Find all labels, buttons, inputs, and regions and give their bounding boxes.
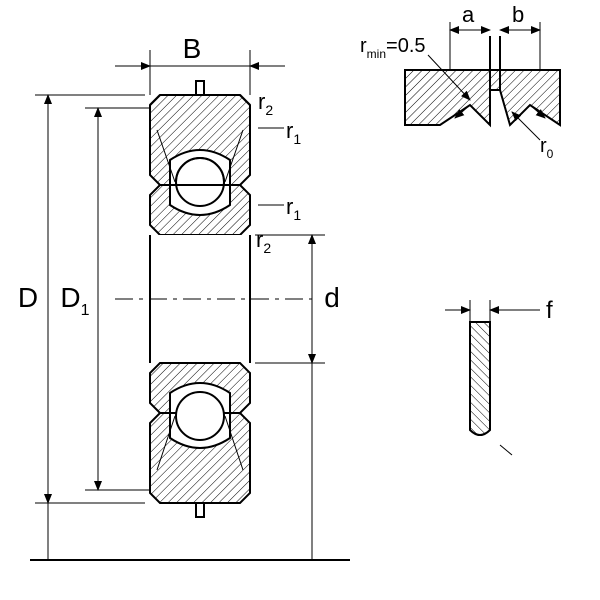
detail-snap-ring: f <box>445 297 553 455</box>
label-r2-top: r2 <box>258 89 273 118</box>
label-r1-top: r1 <box>258 118 301 147</box>
detail-groove: a b rmin=0.5 r0 <box>360 2 560 161</box>
label-D1: D1 <box>60 282 89 319</box>
svg-text:r1: r1 <box>286 118 301 147</box>
svg-text:r2: r2 <box>258 89 273 118</box>
label-b: b <box>512 2 524 27</box>
label-a: a <box>462 2 475 27</box>
snap-ring-stud-bottom <box>196 503 204 517</box>
label-B: B <box>183 33 202 64</box>
label-d: d <box>324 282 340 313</box>
dim-D1: D1 <box>60 108 150 490</box>
svg-text:r2: r2 <box>256 227 271 256</box>
svg-text:r1: r1 <box>286 194 301 223</box>
main-cross-section <box>115 81 312 517</box>
snap-ring-stud-top <box>196 81 204 95</box>
label-r1-bottom: r1 <box>258 194 301 223</box>
label-D: D <box>18 282 38 313</box>
label-r2-bottom: r2 <box>256 227 271 256</box>
label-f: f <box>546 297 553 324</box>
label-rmin: rmin=0.5 <box>360 35 426 61</box>
label-r0: r0 <box>540 135 554 161</box>
